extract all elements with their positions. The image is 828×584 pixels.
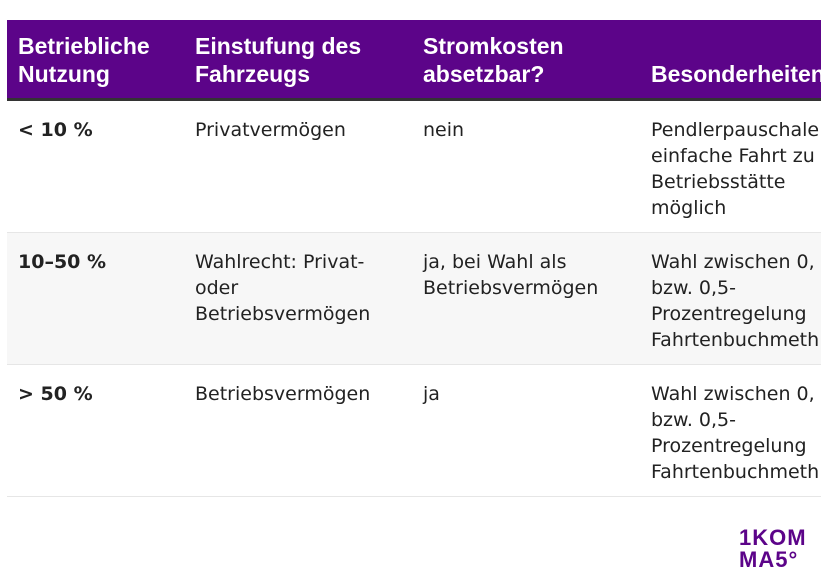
header-notes: Besonderheiten (651, 61, 821, 87)
table-header: Betriebliche Nutzung Einstufung des Fahr… (7, 20, 821, 101)
cell-classification: Wahlrecht: Privat- oder Betriebsvermögen (195, 251, 371, 325)
header-classification: Einstufung des Fahrzeugs (195, 33, 362, 87)
cell-deductible: nein (423, 119, 465, 141)
table-row: 10–50 % Wahlrecht: Privat- oder Betriebsv… (7, 233, 821, 365)
notes-line: Prozentregelung (651, 303, 807, 325)
notes-line: Fahrtenbuchmeth (651, 329, 820, 351)
notes-line: bzw. 0,5- (651, 409, 736, 431)
comparison-table: Betriebliche Nutzung Einstufung des Fahr… (7, 20, 821, 497)
cell-classification: Betriebsvermögen (195, 383, 371, 405)
table-row: < 10 % Privatvermögen nein Pendlerpauschale… (7, 101, 821, 233)
notes-line: Fahrtenbuchmeth (651, 461, 820, 483)
header-usage: Betriebliche Nutzung (18, 33, 150, 87)
logo-line1: 1KOM (739, 525, 807, 550)
notes-line: Wahl zwischen 0, (651, 383, 815, 405)
cell-notes: Wahl zwischen 0, bzw. 0,5- Prozentregelung… (651, 249, 819, 353)
logo-line2: MA5° (739, 547, 799, 572)
notes-line: bzw. 0,5- (651, 277, 736, 299)
cell-notes: Wahl zwischen 0, bzw. 0,5- Prozentregelung… (651, 381, 819, 485)
notes-line: Wahl zwischen 0, (651, 251, 815, 273)
cell-usage: 10–50 % (18, 251, 107, 273)
header-deductible: Stromkosten absetzbar? (423, 33, 564, 87)
cell-classification: Privatvermögen (195, 119, 346, 141)
brand-logo: 1KOM MA5° (739, 527, 807, 571)
cell-notes: Pendlerpauschale einfache Fahrt zu Betrieb… (651, 117, 819, 221)
notes-line: möglich (651, 197, 727, 219)
notes-line: Prozentregelung (651, 435, 807, 457)
notes-line: Betriebsstätte (651, 171, 786, 193)
cell-usage: < 10 % (18, 119, 93, 141)
notes-line: einfache Fahrt zu (651, 145, 815, 167)
table-row: > 50 % Betriebsvermögen ja Wahl zwischen 0,… (7, 365, 821, 497)
cell-usage: > 50 % (18, 383, 93, 405)
notes-line: Pendlerpauschale (651, 119, 820, 141)
cell-deductible: ja (423, 383, 440, 405)
cell-deductible: ja, bei Wahl als Betriebsvermögen (423, 251, 599, 299)
